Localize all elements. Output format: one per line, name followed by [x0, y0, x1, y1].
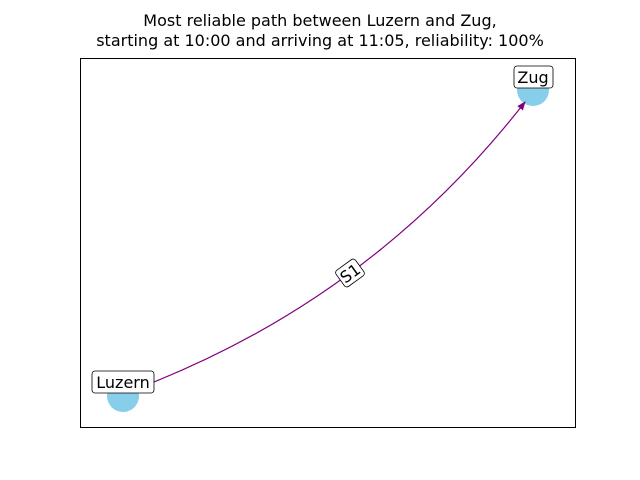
chart-title: Most reliable path between Luzern and Zu… — [0, 11, 640, 51]
node-label-luzern-group: Luzern — [91, 370, 155, 394]
node-label-zug: Zug — [517, 68, 548, 87]
edge-label-box — [335, 258, 365, 288]
title-line-1: Most reliable path between Luzern and Zu… — [143, 11, 497, 30]
node-label-luzern-box — [91, 370, 155, 394]
node-label-zug-group: Zug — [513, 65, 554, 89]
edge-label-s1-group: S1 — [335, 258, 365, 288]
plot-frame — [80, 58, 576, 428]
edge-label-s1: S1 — [336, 260, 364, 287]
node-label-zug-box — [513, 65, 554, 89]
title-line-2: starting at 10:00 and arriving at 11:05,… — [96, 31, 544, 50]
edge-luzern-zug — [153, 101, 526, 383]
node-label-luzern: Luzern — [96, 373, 149, 392]
